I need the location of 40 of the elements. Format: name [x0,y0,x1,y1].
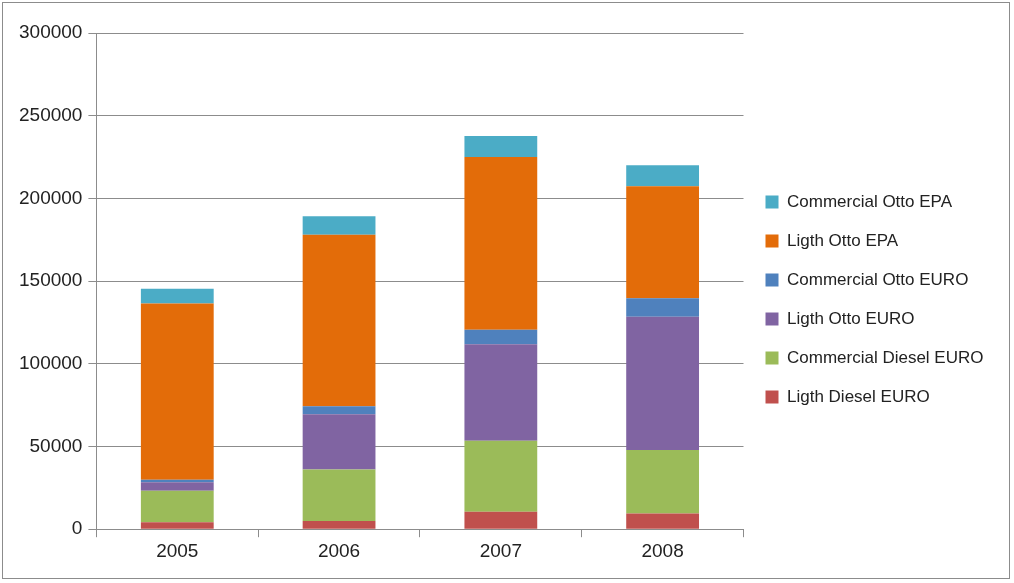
y-tick-label: 50000 [29,434,83,456]
bar [302,414,376,470]
legend-label: Commercial Otto EPA [787,191,953,211]
bar [140,303,214,480]
bar [626,186,700,299]
y-tick-label: 250000 [19,103,83,125]
bar [464,344,538,441]
bar [464,135,538,157]
bar [140,482,214,491]
bar [626,316,700,450]
bar [626,165,700,187]
bar [302,216,376,235]
legend-label: Ligth Otto EURO [787,308,915,328]
bar [464,440,538,512]
bar [464,156,538,330]
y-tick-label: 150000 [19,269,83,291]
legend-label: Ligth Diesel EURO [787,386,930,406]
y-tick-label: 300000 [19,21,83,43]
legend-label: Commercial Otto EURO [787,269,969,289]
bar [302,234,376,407]
y-tick-label: 0 [71,517,83,539]
bar [140,288,214,304]
bar [140,522,214,529]
bar [140,490,214,523]
bar [302,520,376,529]
x-tick-label: 2007 [479,539,522,561]
x-tick-label: 2006 [317,539,361,561]
bar [626,298,700,317]
bar [302,406,376,415]
bar [626,513,700,529]
x-tick-label: 2005 [156,539,199,561]
y-tick-label: 100000 [19,352,83,374]
legend-label: Ligth Otto EPA [787,230,899,250]
x-tick-label: 2008 [641,539,684,561]
bar [302,469,376,521]
bar [464,511,538,529]
legend-label: Commercial Diesel EURO [787,347,984,367]
bar [464,329,538,345]
y-tick-label: 200000 [19,186,83,208]
bar [626,449,700,514]
